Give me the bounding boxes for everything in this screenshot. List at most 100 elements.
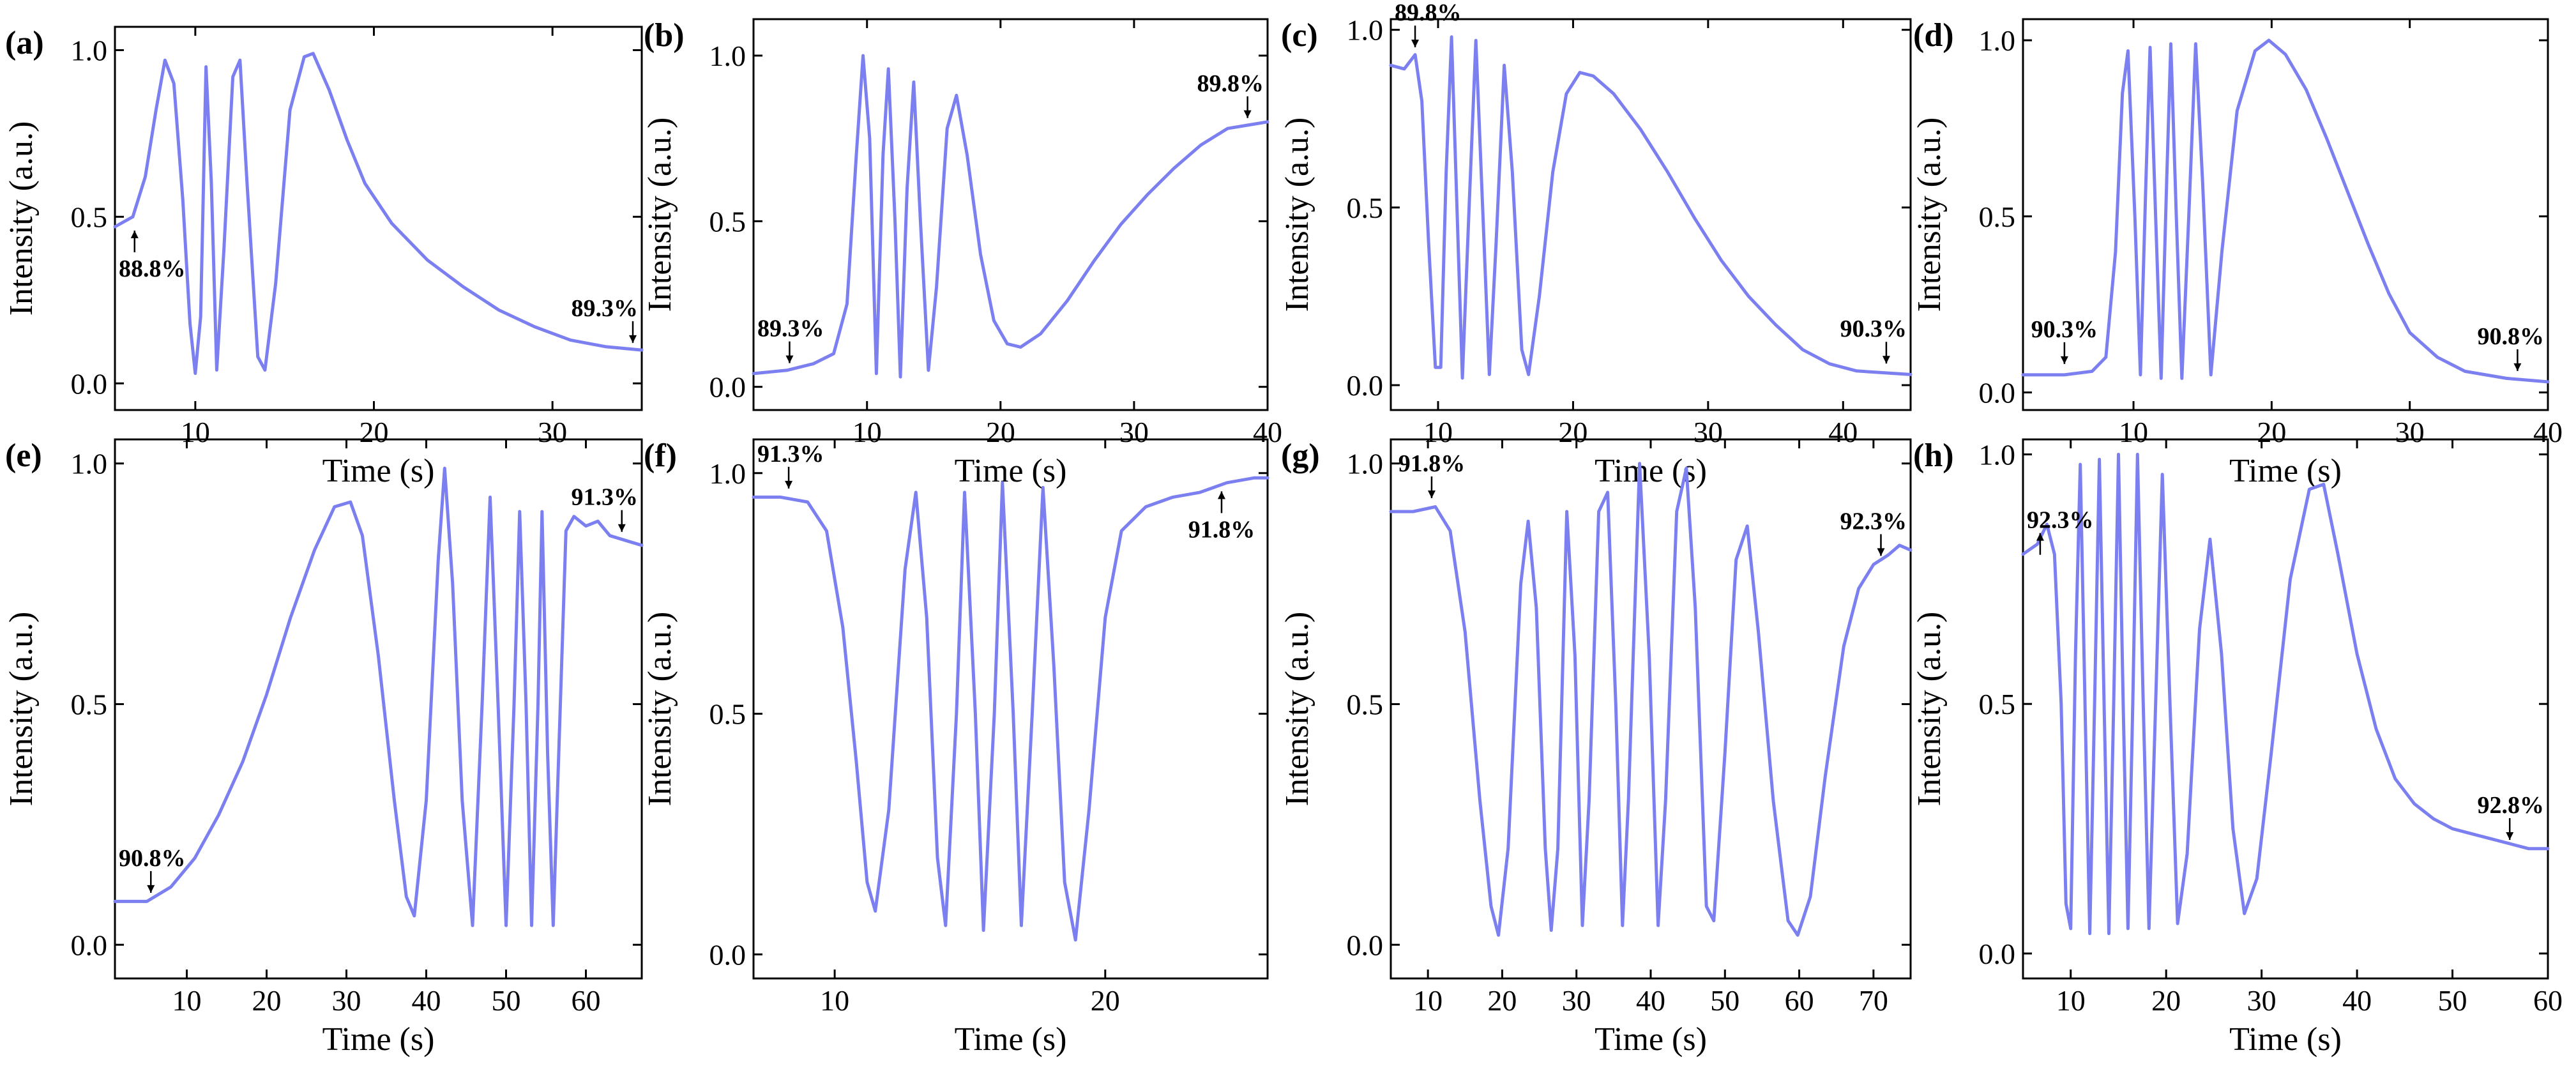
arrow-head [785, 480, 793, 489]
x-tick-label: 20 [1487, 984, 1517, 1017]
arrow-head [785, 355, 794, 363]
annotation: 92.3% [1840, 508, 1907, 556]
y-tick-label: 1.0 [71, 34, 108, 67]
series-line-intensity [752, 476, 1269, 942]
panel-label: (f) [644, 437, 677, 474]
arrow-head [147, 885, 155, 893]
x-tick-label: 70 [1859, 984, 1888, 1017]
y-tick-label: 1.0 [1979, 24, 2016, 57]
x-tick-label: 50 [1710, 984, 1739, 1017]
y-tick-label: 1.0 [1347, 14, 1384, 47]
x-axis-title: Time (s) [322, 1021, 435, 1058]
y-tick-label: 0.5 [71, 688, 108, 720]
y-tick-label: 0.0 [1979, 938, 2016, 970]
y-tick-label: 0.0 [1347, 369, 1384, 402]
y-tick-label: 1.0 [71, 448, 108, 480]
plot-frame [114, 26, 643, 411]
x-tick-label: 30 [1693, 416, 1723, 448]
x-tick-label: 30 [332, 984, 361, 1017]
annotation-label: 92.3% [2027, 507, 2094, 534]
y-axis-title: Intensity (a.u.) [1911, 118, 1948, 312]
panel-f: 10 20 0.0 0.5 1.0 Time (s) Intensity (a.u.) (f)… [642, 437, 1269, 1058]
plot-frame [752, 438, 1269, 980]
x-tick-label: 20 [1091, 984, 1120, 1017]
y-axis-title: Intensity (a.u.) [1279, 612, 1315, 807]
x-tick-label: 10 [1413, 984, 1443, 1017]
annotation: 89.8% [1197, 70, 1264, 118]
x-tick-label: 20 [252, 984, 282, 1017]
x-tick-label: 40 [2342, 984, 2372, 1017]
x-tick-label: 20 [360, 416, 389, 448]
x-tick-label: 30 [1562, 984, 1591, 1017]
annotation: 89.3% [757, 316, 824, 363]
x-tick-label: 60 [2533, 984, 2563, 1017]
x-tick-label: 40 [1828, 416, 1858, 448]
y-axis-title: Intensity (a.u.) [3, 121, 40, 316]
series-line-intensity [1389, 35, 1913, 380]
y-tick-label: 0.0 [1347, 929, 1384, 961]
annotation: 90.8% [119, 845, 186, 893]
annotation-label: 91.8% [1188, 516, 1255, 543]
x-tick-label: 30 [2395, 416, 2425, 448]
annotation-label: 90.8% [2478, 323, 2545, 350]
annotation-label: 90.3% [2031, 316, 2098, 343]
panel-label: (e) [5, 437, 42, 474]
plot-frame [2022, 18, 2549, 411]
panel-label: (b) [644, 17, 685, 54]
annotation-label: 91.8% [1398, 450, 1466, 477]
arrow-head [617, 524, 626, 532]
x-axis-title: Time (s) [1595, 453, 1707, 489]
panel-label: (c) [1281, 17, 1318, 54]
y-tick-label: 0.5 [1979, 201, 2016, 233]
annotation: 92.3% [2027, 507, 2094, 555]
annotation-label: 90.3% [1840, 316, 1907, 342]
annotation-label: 90.8% [119, 845, 186, 872]
x-tick-label: 20 [986, 416, 1015, 448]
y-axis-title: Intensity (a.u.) [3, 612, 40, 807]
y-axis-title: Intensity (a.u.) [1911, 612, 1948, 807]
plot-frame [114, 438, 643, 980]
y-tick-label: 1.0 [709, 40, 746, 72]
annotation-label: 89.3% [572, 295, 639, 322]
arrow-head [2506, 832, 2514, 840]
annotation: 90.3% [2031, 316, 2098, 364]
x-tick-label: 30 [2247, 984, 2277, 1017]
panel-label: (d) [1913, 17, 1954, 54]
y-axis-title: Intensity (a.u.) [1279, 118, 1315, 312]
annotation: 90.3% [1840, 316, 1907, 364]
x-tick-label: 20 [2151, 984, 2181, 1017]
plot-frame [1390, 18, 1912, 411]
x-tick-label: 40 [412, 984, 441, 1017]
annotation-label: 89.3% [757, 316, 824, 342]
arrow-head [1217, 491, 1225, 499]
plot-frame [752, 18, 1269, 411]
annotation-label: 89.8% [1197, 70, 1264, 97]
annotation: 91.8% [1398, 450, 1466, 498]
y-tick-label: 0.0 [709, 938, 746, 971]
annotation: 89.8% [1395, 0, 1462, 48]
panel-a: 10 20 30 0.0 0.5 1.0 Time (s) Intensity (a.u.) (… [3, 25, 644, 489]
x-axis-title: Time (s) [955, 453, 1067, 489]
annotation: 89.3% [572, 295, 639, 343]
x-tick-label: 20 [1558, 416, 1587, 448]
x-axis-title: Time (s) [1595, 1021, 1707, 1058]
x-tick-label: 30 [538, 416, 567, 448]
y-tick-label: 0.0 [71, 367, 108, 400]
y-tick-label: 1.0 [709, 457, 746, 490]
y-tick-label: 0.5 [709, 698, 746, 731]
arrow-head [1877, 548, 1885, 556]
plot-frame [2022, 438, 2549, 980]
y-tick-label: 1.0 [1979, 438, 2016, 471]
annotation-label: 92.3% [1840, 508, 1907, 535]
x-tick-label: 60 [1785, 984, 1814, 1017]
x-tick-label: 10 [181, 416, 210, 448]
annotation-label: 92.8% [2478, 792, 2545, 819]
annotation-label: 91.3% [757, 441, 824, 468]
arrow-head [2513, 363, 2522, 371]
y-tick-label: 0.0 [71, 929, 108, 961]
x-tick-label: 10 [172, 984, 202, 1017]
x-tick-label: 10 [2119, 416, 2148, 448]
